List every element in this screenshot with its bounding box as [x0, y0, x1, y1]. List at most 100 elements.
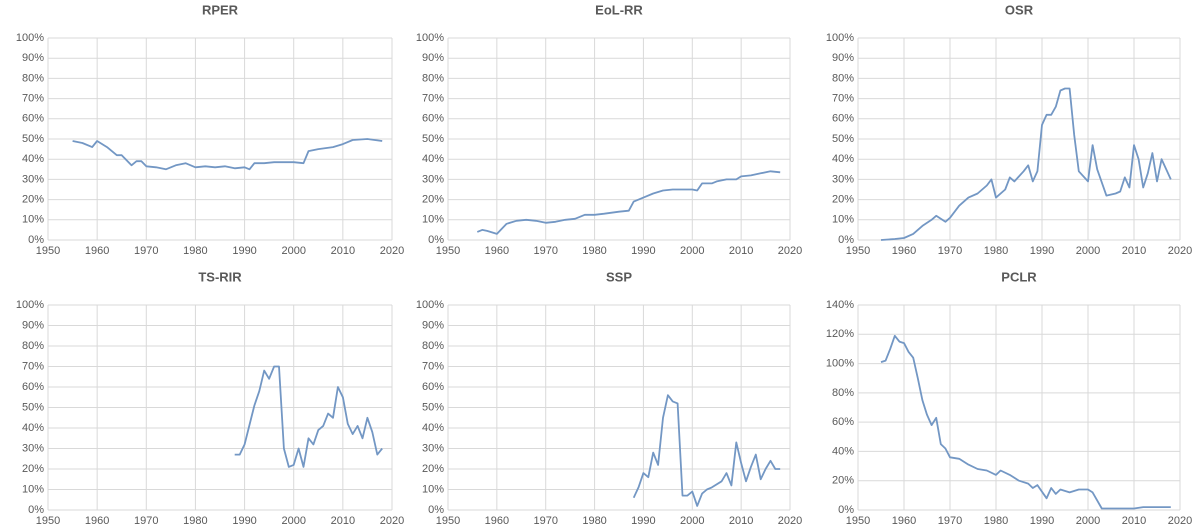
y-tick-label: 100% [416, 32, 444, 44]
x-tick-label: 2020 [380, 245, 404, 257]
y-tick-label: 40% [22, 153, 44, 165]
y-tick-label: 100% [16, 299, 44, 311]
data-line [880, 87, 1172, 241]
y-tick-label: 0% [838, 234, 854, 246]
x-tick-label: 2010 [331, 515, 355, 527]
y-tick-label: 20% [22, 463, 44, 475]
y-tick-label: 80% [422, 340, 444, 352]
data-line [72, 138, 383, 171]
y-tick-label: 20% [22, 194, 44, 206]
y-tick-label: 120% [826, 328, 854, 340]
x-tick-label: 1970 [938, 515, 962, 527]
y-tick-label: 50% [422, 401, 444, 413]
y-tick-label: 0% [28, 504, 44, 516]
y-tick-label: 40% [422, 153, 444, 165]
y-tick-label: 40% [22, 422, 44, 434]
x-tick-label: 1990 [1030, 245, 1054, 257]
x-tick-label: 1970 [134, 515, 158, 527]
chart-title: RPER [202, 2, 239, 17]
x-tick-label: 1960 [892, 245, 916, 257]
y-tick-label: 60% [832, 416, 854, 428]
y-tick-label: 10% [422, 214, 444, 226]
y-tick-label: 30% [22, 173, 44, 185]
y-tick-label: 50% [22, 133, 44, 145]
y-tick-label: 50% [22, 401, 44, 413]
chart-title: OSR [1005, 2, 1034, 17]
y-tick-label: 40% [832, 153, 854, 165]
y-tick-label: 30% [422, 442, 444, 454]
data-line [234, 365, 383, 468]
x-tick-label: 2000 [1076, 515, 1100, 527]
y-tick-label: 60% [422, 381, 444, 393]
x-tick-label: 1950 [36, 515, 60, 527]
chart-title: TS-RIR [198, 269, 242, 284]
x-tick-label: 1970 [134, 245, 158, 257]
y-tick-label: 50% [832, 133, 854, 145]
x-tick-label: 1970 [938, 245, 962, 257]
x-tick-label: 1980 [582, 245, 606, 257]
x-tick-label: 1950 [846, 245, 870, 257]
y-tick-label: 30% [422, 173, 444, 185]
x-tick-label: 1960 [85, 245, 109, 257]
x-tick-label: 2000 [680, 515, 704, 527]
x-tick-label: 1990 [631, 245, 655, 257]
y-tick-label: 60% [22, 113, 44, 125]
y-tick-label: 80% [22, 340, 44, 352]
x-tick-label: 2010 [1122, 515, 1146, 527]
y-tick-label: 70% [832, 93, 854, 105]
y-tick-label: 80% [832, 72, 854, 84]
y-tick-label: 40% [832, 445, 854, 457]
x-tick-label: 1990 [631, 515, 655, 527]
x-tick-label: 1950 [846, 515, 870, 527]
y-tick-label: 50% [422, 133, 444, 145]
y-tick-label: 90% [832, 52, 854, 64]
x-tick-label: 2020 [380, 515, 404, 527]
x-tick-label: 1980 [582, 515, 606, 527]
x-tick-label: 2000 [281, 515, 305, 527]
y-tick-label: 40% [422, 422, 444, 434]
x-tick-label: 2010 [729, 245, 753, 257]
y-tick-label: 70% [422, 360, 444, 372]
x-tick-label: 1980 [183, 515, 207, 527]
x-tick-label: 1950 [436, 245, 460, 257]
x-tick-label: 1960 [485, 245, 509, 257]
x-tick-label: 1980 [984, 515, 1008, 527]
y-tick-label: 80% [422, 72, 444, 84]
x-tick-label: 1970 [533, 515, 557, 527]
y-tick-label: 80% [22, 72, 44, 84]
x-tick-label: 1960 [85, 515, 109, 527]
x-tick-label: 2000 [281, 245, 305, 257]
y-tick-label: 30% [22, 442, 44, 454]
y-tick-label: 10% [22, 214, 44, 226]
data-line [476, 170, 781, 235]
y-tick-label: 90% [422, 319, 444, 331]
x-tick-label: 1950 [36, 245, 60, 257]
chart-title: EoL-RR [595, 2, 643, 17]
y-tick-label: 70% [22, 93, 44, 105]
y-tick-label: 0% [838, 504, 854, 516]
x-tick-label: 1990 [1030, 515, 1054, 527]
x-tick-label: 2000 [680, 245, 704, 257]
y-tick-label: 100% [416, 299, 444, 311]
y-tick-label: 100% [826, 357, 854, 369]
y-tick-label: 30% [832, 173, 854, 185]
data-line [632, 394, 781, 507]
y-tick-label: 80% [832, 387, 854, 399]
y-tick-label: 60% [22, 381, 44, 393]
y-tick-label: 20% [832, 194, 854, 206]
x-tick-label: 1980 [984, 245, 1008, 257]
chart-title: SSP [606, 269, 632, 284]
x-tick-label: 1990 [232, 245, 256, 257]
y-tick-label: 90% [22, 319, 44, 331]
x-tick-label: 2020 [778, 245, 802, 257]
x-tick-label: 2000 [1076, 245, 1100, 257]
y-tick-label: 10% [422, 483, 444, 495]
y-tick-label: 10% [832, 214, 854, 226]
x-tick-label: 2010 [331, 245, 355, 257]
x-tick-label: 1960 [485, 515, 509, 527]
x-tick-label: 1970 [533, 245, 557, 257]
x-tick-label: 2020 [1168, 245, 1192, 257]
y-tick-label: 70% [22, 360, 44, 372]
chart-title: PCLR [1001, 269, 1037, 284]
